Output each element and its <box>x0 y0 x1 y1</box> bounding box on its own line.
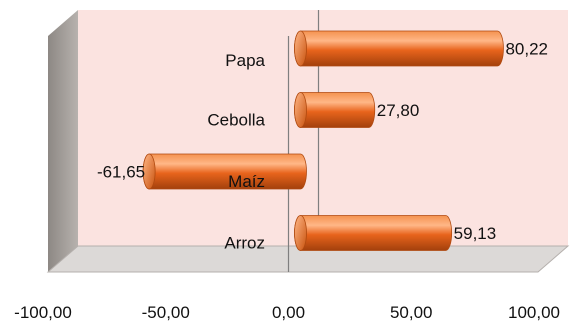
value-label: 80,22 <box>505 40 548 59</box>
value-label: -61,65 <box>97 163 145 182</box>
x-tick-label: 0,00 <box>272 303 305 322</box>
value-label: 27,80 <box>377 101 420 120</box>
plot-side-wall <box>48 10 78 272</box>
bar-cap <box>294 92 307 128</box>
bar-cap <box>294 215 307 251</box>
x-tick-label: 100,00 <box>508 303 560 322</box>
bar <box>294 30 504 67</box>
x-tick-label: 50,00 <box>390 303 433 322</box>
bar <box>142 153 307 190</box>
bar-cap <box>294 30 307 67</box>
value-label: 59,13 <box>454 224 497 243</box>
bar-body <box>294 215 453 251</box>
bar <box>294 215 453 251</box>
plot-floor <box>46 245 570 273</box>
category-label: Cebolla <box>207 111 265 130</box>
x-tick-label: -100,00 <box>14 303 72 322</box>
bar-body <box>142 153 307 190</box>
bar-cap <box>142 153 156 190</box>
bar-body <box>294 30 504 67</box>
category-label: Arroz <box>224 234 265 253</box>
x-tick-label: -50,00 <box>142 303 190 322</box>
category-label: Papa <box>225 51 265 70</box>
bar <box>294 92 376 128</box>
category-label: Maíz <box>228 172 265 191</box>
